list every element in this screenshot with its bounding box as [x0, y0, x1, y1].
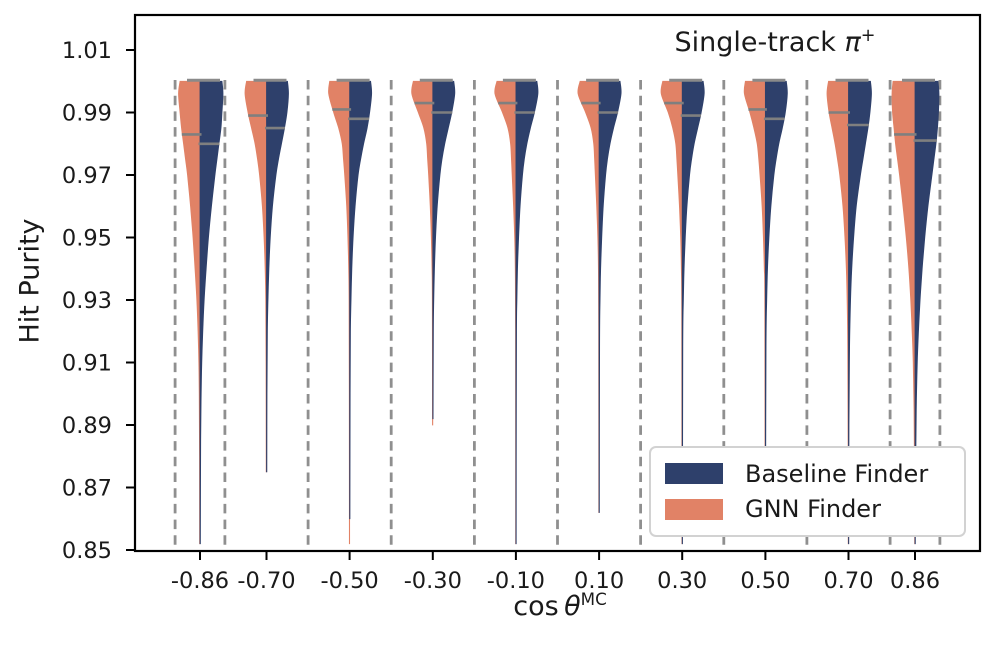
violin-baseline-half — [515, 80, 539, 545]
x-tick-label: -0.30 — [404, 568, 462, 594]
x-tick-label: 0.30 — [657, 568, 707, 594]
y-tick-label: 0.89 — [62, 413, 112, 439]
y-axis-label: Hit Purity — [14, 218, 46, 344]
violin-gnn-half — [577, 80, 600, 513]
x-tick-label: -0.10 — [487, 568, 545, 594]
y-tick-label: 0.93 — [62, 288, 112, 314]
plot-title: Single-track π+ — [650, 26, 900, 58]
violin-baseline-half — [199, 80, 224, 545]
x-axis-label: cos θMC — [455, 589, 665, 622]
pi-symbol: π — [844, 27, 861, 58]
x-tick-label: -0.70 — [237, 568, 295, 594]
violin-baseline-half — [598, 80, 622, 513]
y-tick-label: 0.87 — [62, 476, 112, 502]
violin-baseline-half — [432, 80, 456, 420]
theta-symbol: θ — [564, 591, 581, 622]
x-tick-label: -0.86 — [171, 568, 229, 594]
legend-item-gnn: GNN Finder — [665, 495, 950, 523]
y-tick-label: 0.97 — [62, 163, 112, 189]
y-tick-label: 1.01 — [62, 38, 112, 64]
x-axis-label-cos: cos — [513, 591, 559, 622]
violin-baseline-half — [349, 80, 373, 520]
legend-item-baseline: Baseline Finder — [665, 460, 950, 488]
y-tick-label: 0.99 — [62, 101, 112, 127]
violin-gnn-half — [244, 80, 267, 473]
x-tick-label: 0.70 — [823, 568, 873, 594]
x-tick-label: 0.86 — [890, 568, 940, 594]
x-tick-label: 0.10 — [574, 568, 624, 594]
violin-gnn-half — [328, 80, 351, 545]
legend-label-gnn: GNN Finder — [745, 495, 881, 524]
violin-baseline-half — [914, 80, 940, 545]
y-tick-label: 0.95 — [62, 226, 112, 252]
legend: Baseline Finder GNN Finder — [649, 446, 966, 537]
plot-frame — [133, 13, 982, 553]
x-tick-label: -0.50 — [320, 568, 378, 594]
violin-gnn-half — [494, 80, 517, 545]
violin-baseline-half — [266, 80, 289, 473]
plot-title-text: Single-track — [674, 27, 845, 58]
violin-baseline-half — [764, 80, 788, 495]
legend-swatch-gnn — [665, 498, 723, 520]
legend-swatch-baseline — [665, 463, 723, 485]
x-tick-label: 0.50 — [740, 568, 790, 594]
violin-gnn-half — [660, 80, 683, 545]
violin-gnn-half — [891, 80, 916, 545]
violin-gnn-half — [743, 80, 766, 495]
pi-charge-superscript: + — [860, 26, 876, 46]
legend-label-baseline: Baseline Finder — [745, 459, 929, 488]
y-tick-label: 0.91 — [62, 351, 112, 377]
y-tick-label: 0.85 — [62, 538, 112, 564]
violin-gnn-half — [178, 80, 201, 545]
violin-baseline-half — [681, 80, 705, 545]
violin-baseline-half — [848, 80, 872, 545]
violin-gnn-half — [826, 80, 849, 545]
violin-gnn-half — [411, 80, 434, 426]
x-axis-label-superscript: MC — [580, 589, 607, 609]
